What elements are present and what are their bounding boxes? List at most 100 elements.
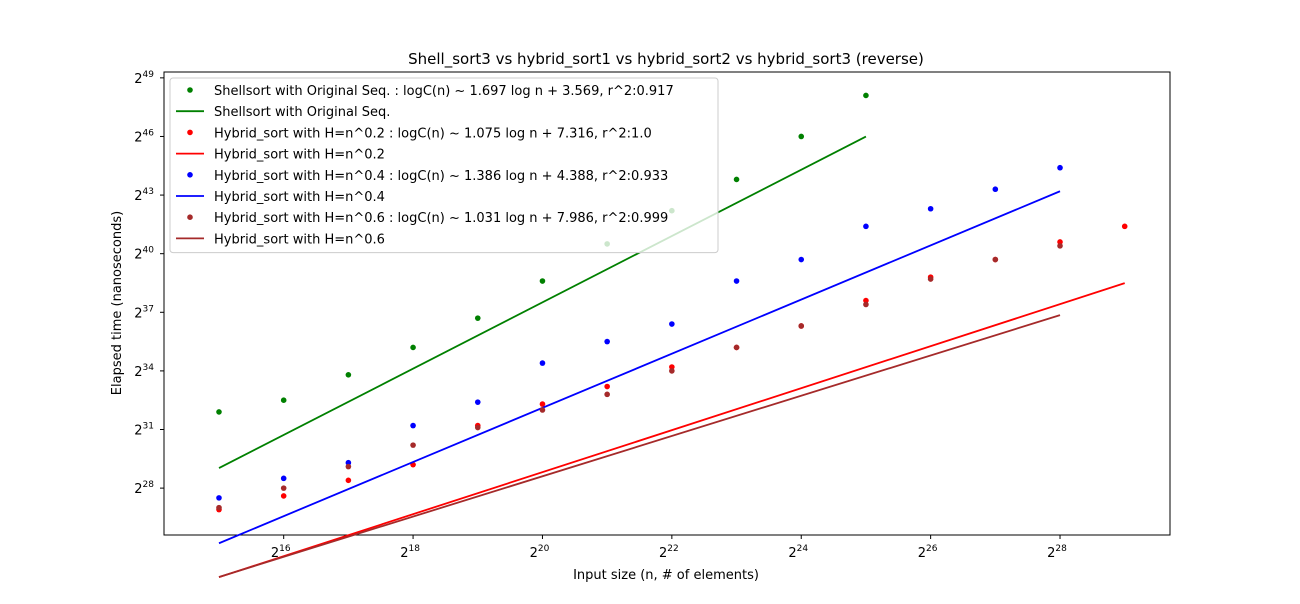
x-tick-exponent: 20 [538, 544, 550, 554]
data-point-hybrid_04 [280, 475, 287, 482]
y-tick-label: 243 [134, 187, 154, 204]
x-tick-exponent: 28 [1055, 544, 1067, 554]
y-tick-exponent: 43 [143, 187, 154, 197]
data-point-hybrid_06 [345, 463, 352, 470]
x-tick-base: 2 [271, 546, 279, 561]
y-tick-base: 2 [134, 482, 142, 497]
legend-label: Hybrid_sort with H=n^0.2 : logC(n) ~ 1.0… [214, 126, 652, 141]
data-point-shellsort [798, 133, 805, 140]
legend-marker-point-hybrid_04 [187, 172, 193, 178]
y-tick-label: 231 [134, 422, 154, 439]
y-tick-base: 2 [134, 424, 142, 439]
data-point-hybrid_04 [798, 256, 805, 263]
x-tick-base: 2 [659, 546, 667, 561]
data-point-hybrid_02 [345, 477, 352, 484]
y-tick-exponent: 46 [143, 128, 155, 138]
data-point-shellsort [539, 278, 546, 284]
x-tick-label: 216 [271, 544, 291, 561]
x-tick-exponent: 26 [926, 544, 938, 554]
data-point-hybrid_04 [669, 321, 675, 327]
data-point-hybrid_04 [863, 223, 869, 230]
data-point-hybrid_06 [863, 301, 869, 308]
legend-marker-point-hybrid_06 [187, 214, 193, 220]
legend-label: Hybrid_sort with H=n^0.4 : logC(n) ~ 1.3… [214, 169, 668, 184]
y-axis-label: Elapsed time (nanoseconds) [110, 211, 125, 395]
legend-label: Hybrid_sort with H=n^0.6 [214, 232, 385, 247]
data-point-hybrid_06 [474, 424, 481, 431]
legend-marker-point-shellsort [187, 87, 193, 93]
data-point-hybrid_02 [280, 493, 287, 499]
x-tick-base: 2 [918, 546, 926, 561]
data-point-hybrid_04 [539, 360, 546, 366]
data-point-hybrid_06 [669, 368, 675, 374]
legend: Shellsort with Original Seq. : logC(n) ~… [169, 77, 719, 254]
series-hybrid_04 [216, 164, 1063, 545]
y-tick-base: 2 [134, 365, 142, 380]
y-tick-exponent: 40 [143, 246, 155, 256]
y-tick-exponent: 37 [143, 304, 154, 314]
x-tick-base: 2 [530, 546, 538, 561]
legend-box [169, 77, 719, 254]
y-tick-exponent: 28 [143, 480, 155, 490]
y-tick-base: 2 [134, 248, 142, 263]
y-tick-label: 246 [134, 128, 154, 145]
fit-line-hybrid_06 [218, 314, 1061, 578]
data-point-shellsort [345, 372, 352, 378]
data-point-shellsort [280, 397, 287, 404]
fit-line-shellsort [218, 135, 867, 469]
fit-line-hybrid_04 [218, 190, 1061, 545]
plot-area [163, 71, 1171, 536]
y-tick-base: 2 [134, 72, 142, 87]
data-point-hybrid_02 [604, 383, 610, 390]
data-point-hybrid_06 [992, 256, 999, 263]
data-point-hybrid_02 [539, 401, 546, 407]
x-tick-label: 224 [788, 544, 808, 561]
x-tick-label: 220 [530, 544, 550, 561]
data-point-hybrid_06 [604, 391, 610, 398]
x-tick-exponent: 22 [667, 544, 678, 554]
data-point-hybrid_06 [410, 442, 416, 448]
x-tick-base: 2 [400, 546, 408, 561]
data-point-hybrid_06 [1057, 243, 1063, 249]
data-point-hybrid_04 [604, 338, 610, 345]
data-point-shellsort [733, 176, 740, 183]
y-tick-exponent: 34 [143, 363, 155, 373]
axes-frame [163, 71, 1171, 536]
x-tick-base: 2 [788, 546, 796, 561]
x-axis-label: Input size (n, # of elements) [573, 568, 759, 583]
data-point-hybrid_06 [280, 485, 287, 491]
x-tick-exponent: 16 [279, 544, 291, 554]
data-point-hybrid_04 [216, 495, 222, 501]
y-tick-label: 237 [134, 304, 154, 321]
x-tick-label: 222 [659, 544, 679, 561]
y-tick-label: 240 [134, 246, 154, 263]
y-tick-label: 234 [134, 363, 154, 380]
y-tick-label: 249 [134, 70, 154, 87]
series-hybrid_06 [216, 243, 1063, 578]
series-layer [216, 92, 1128, 579]
data-point-hybrid_02 [863, 297, 869, 304]
data-point-shellsort [410, 344, 416, 351]
y-tick-exponent: 31 [143, 422, 154, 432]
data-point-hybrid_02 [1121, 223, 1128, 230]
x-tick-label: 228 [1047, 544, 1067, 561]
fit-line-hybrid_02 [218, 282, 1125, 579]
data-point-hybrid_06 [798, 323, 805, 329]
x-tick-exponent: 24 [797, 544, 809, 554]
data-point-hybrid_04 [1057, 164, 1063, 171]
y-tick-label: 228 [134, 480, 154, 497]
legend-label: Hybrid_sort with H=n^0.6 : logC(n) ~ 1.0… [214, 211, 668, 226]
data-point-hybrid_02 [669, 364, 675, 370]
data-point-hybrid_06 [539, 407, 546, 413]
data-point-shellsort [474, 315, 481, 321]
data-point-hybrid_04 [733, 278, 740, 284]
y-tick-exponent: 49 [143, 70, 155, 80]
data-point-hybrid_04 [410, 422, 416, 429]
chart-title: Shell_sort3 vs hybrid_sort1 vs hybrid_so… [408, 50, 924, 69]
data-point-hybrid_06 [216, 504, 222, 511]
data-point-hybrid_02 [1057, 239, 1063, 245]
data-point-hybrid_06 [733, 344, 740, 351]
x-tick-label: 226 [918, 544, 938, 561]
